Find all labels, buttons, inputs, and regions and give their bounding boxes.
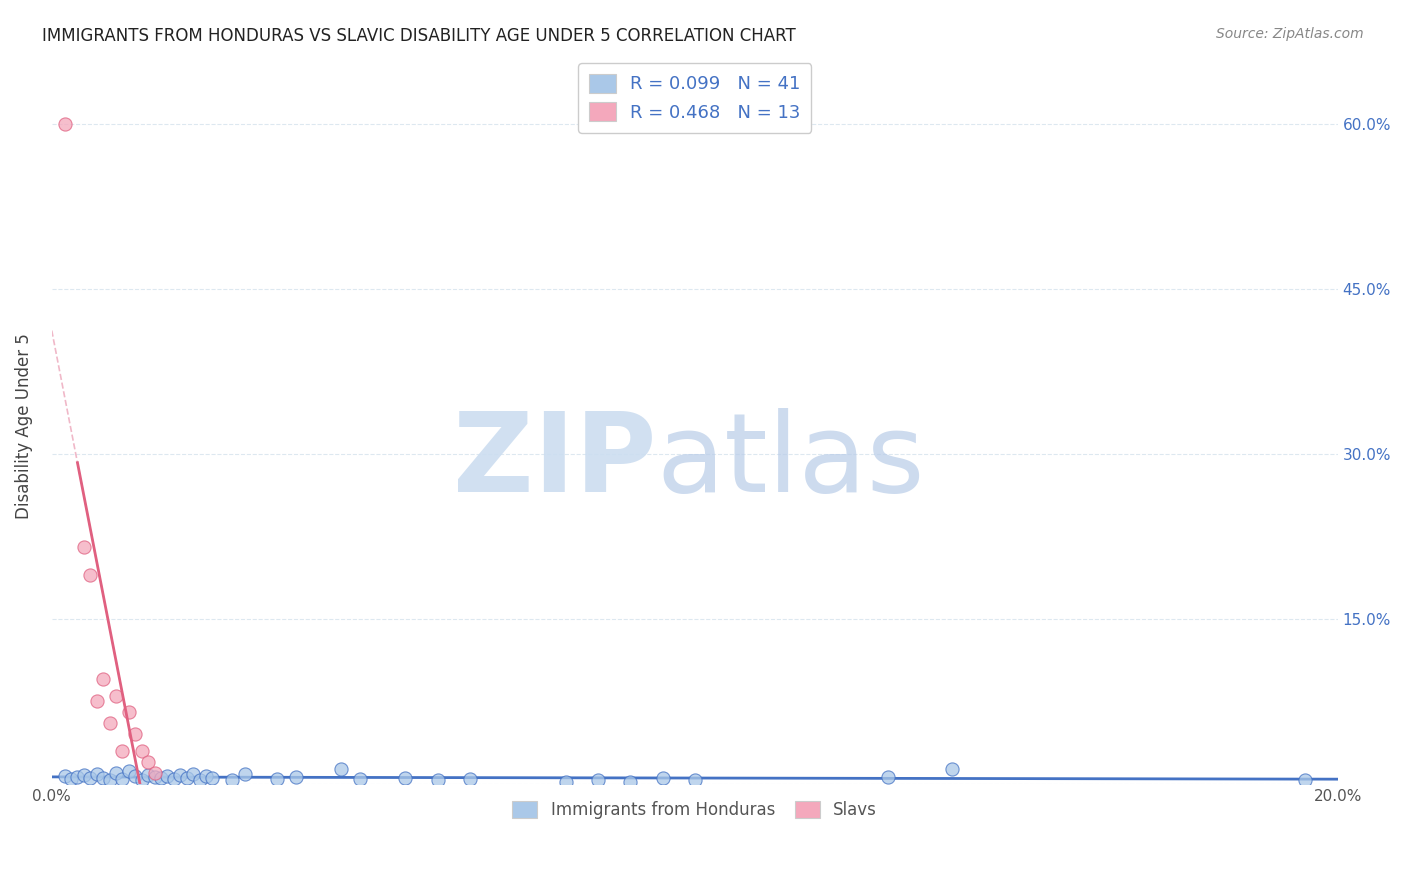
Point	[124, 769, 146, 783]
Text: atlas: atlas	[657, 409, 925, 516]
Point	[111, 772, 134, 787]
Point	[118, 705, 141, 719]
Point	[169, 768, 191, 782]
Point	[233, 767, 256, 781]
Point	[118, 764, 141, 778]
Point	[426, 773, 449, 788]
Point	[98, 773, 121, 788]
Point	[131, 773, 153, 788]
Point	[73, 768, 96, 782]
Point	[586, 773, 609, 788]
Point	[181, 767, 204, 781]
Point	[136, 768, 159, 782]
Point	[266, 772, 288, 787]
Point	[349, 772, 371, 787]
Point	[1295, 773, 1317, 788]
Point	[86, 767, 108, 781]
Point	[188, 773, 211, 788]
Point	[136, 755, 159, 769]
Point	[73, 540, 96, 554]
Point	[79, 567, 101, 582]
Point	[683, 773, 706, 788]
Point	[394, 771, 416, 785]
Point	[105, 765, 128, 780]
Point	[131, 744, 153, 758]
Point	[53, 769, 76, 783]
Y-axis label: Disability Age Under 5: Disability Age Under 5	[15, 334, 32, 519]
Point	[86, 694, 108, 708]
Point	[201, 771, 224, 785]
Point	[53, 116, 76, 130]
Point	[876, 770, 898, 784]
Point	[221, 773, 243, 788]
Point	[941, 763, 963, 777]
Point	[79, 771, 101, 785]
Text: IMMIGRANTS FROM HONDURAS VS SLAVIC DISABILITY AGE UNDER 5 CORRELATION CHART: IMMIGRANTS FROM HONDURAS VS SLAVIC DISAB…	[42, 27, 796, 45]
Point	[124, 727, 146, 741]
Point	[619, 774, 641, 789]
Text: Source: ZipAtlas.com: Source: ZipAtlas.com	[1216, 27, 1364, 41]
Point	[285, 770, 308, 784]
Point	[60, 772, 83, 787]
Point	[150, 771, 173, 785]
Point	[66, 770, 89, 784]
Point	[195, 769, 218, 783]
Point	[651, 771, 673, 785]
Point	[98, 716, 121, 731]
Point	[143, 765, 166, 780]
Point	[330, 763, 353, 777]
Point	[163, 772, 186, 787]
Point	[156, 769, 179, 783]
Point	[111, 744, 134, 758]
Point	[105, 689, 128, 703]
Point	[176, 771, 198, 785]
Point	[458, 772, 481, 787]
Point	[91, 771, 114, 785]
Point	[555, 774, 578, 789]
Text: ZIP: ZIP	[453, 409, 657, 516]
Point	[143, 770, 166, 784]
Legend: Immigrants from Honduras, Slavs: Immigrants from Honduras, Slavs	[506, 794, 884, 825]
Point	[91, 672, 114, 686]
